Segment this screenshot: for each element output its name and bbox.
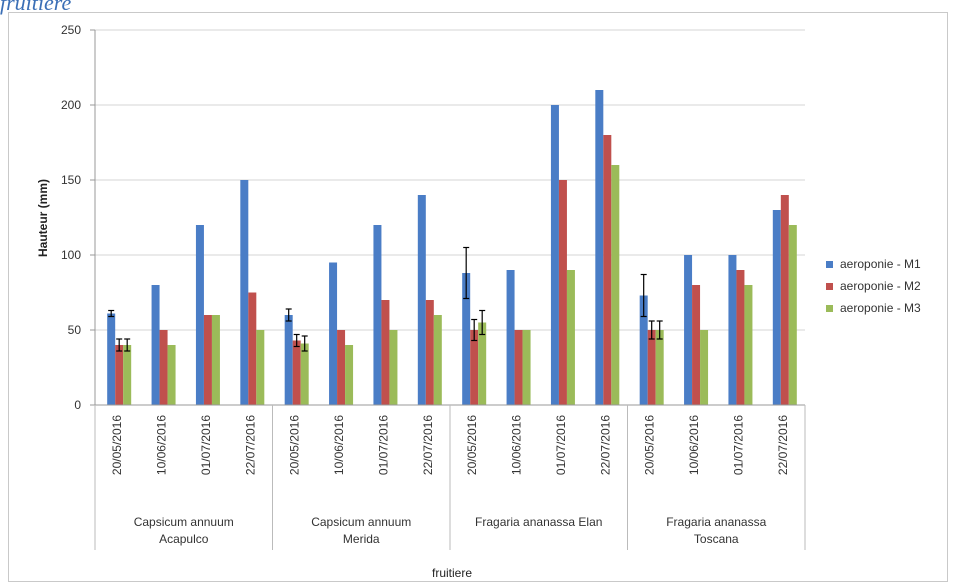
bar	[211, 315, 220, 405]
bar	[203, 315, 212, 405]
bar	[381, 300, 390, 405]
y-tick-label: 100	[61, 248, 81, 262]
bar	[284, 315, 293, 405]
bar	[506, 270, 515, 405]
x-tick-label: 22/07/2016	[421, 415, 435, 475]
bar	[123, 345, 132, 405]
bar	[417, 195, 426, 405]
bar	[514, 330, 523, 405]
bar	[151, 285, 160, 405]
group-label: Toscana	[694, 532, 739, 546]
x-tick-label: 20/05/2016	[110, 415, 124, 475]
bar	[433, 315, 442, 405]
y-tick-label: 250	[61, 23, 81, 37]
x-tick-label: 20/05/2016	[643, 415, 657, 475]
legend-entry: aeroponie - M2	[840, 279, 921, 293]
bar	[780, 195, 789, 405]
bar	[159, 330, 168, 405]
x-tick-label: 20/05/2016	[465, 415, 479, 475]
group-label: Capsicum annuum	[311, 515, 411, 529]
group-label: Acapulco	[159, 532, 209, 546]
bars	[107, 90, 797, 405]
x-axis-labels: 20/05/2016 10/06/2016 01/07/2016 22/07/2016…	[94, 405, 806, 550]
y-axis-ticks: 0 50 100 150 200 250	[61, 23, 95, 412]
bar	[655, 330, 664, 405]
legend-entry: aeroponie - M3	[840, 301, 921, 315]
bar	[736, 270, 745, 405]
x-tick-label: 22/07/2016	[243, 415, 257, 475]
bar	[595, 90, 604, 405]
bar	[647, 330, 656, 405]
x-tick-label: 10/06/2016	[510, 415, 524, 475]
bar	[728, 255, 737, 405]
top-caption: fruitiere	[0, 0, 72, 15]
bar	[611, 165, 620, 405]
bar	[692, 285, 701, 405]
bar	[292, 340, 301, 405]
y-tick-label: 0	[74, 398, 81, 412]
bar	[389, 330, 398, 405]
group-label: Fragaria ananassa Elan	[475, 515, 602, 529]
x-tick-label: 01/07/2016	[554, 415, 568, 475]
x-tick-label: 10/06/2016	[687, 415, 701, 475]
legend-swatch	[826, 283, 833, 290]
x-tick-label: 01/07/2016	[376, 415, 390, 475]
legend: aeroponie - M1 aeroponie - M2 aeroponie - …	[826, 257, 921, 315]
legend-swatch	[826, 305, 833, 312]
legend-swatch	[826, 261, 833, 268]
bar	[684, 255, 693, 405]
group-label: Fragaria ananassa	[666, 515, 766, 529]
y-tick-label: 150	[61, 173, 81, 187]
bar	[256, 330, 265, 405]
x-tick-label: 10/06/2016	[332, 415, 346, 475]
bar	[772, 210, 781, 405]
x-axis-title: fruitiere	[432, 566, 472, 580]
bar	[470, 330, 479, 405]
bar	[603, 135, 612, 405]
bar	[345, 345, 354, 405]
y-tick-label: 200	[61, 98, 81, 112]
bar	[744, 285, 753, 405]
x-tick-label: 22/07/2016	[776, 415, 790, 475]
bar	[107, 313, 116, 405]
bar	[167, 345, 176, 405]
bar	[329, 262, 338, 405]
bar	[300, 343, 309, 405]
error-bars	[108, 246, 663, 352]
group-label: Capsicum annuum	[134, 515, 234, 529]
bar	[566, 270, 575, 405]
bar	[115, 345, 124, 405]
x-tick-label: 22/07/2016	[598, 415, 612, 475]
bar	[550, 105, 559, 405]
bar	[373, 225, 382, 405]
bar	[788, 225, 797, 405]
bar	[337, 330, 346, 405]
bar	[639, 295, 648, 405]
legend-entry: aeroponie - M1	[840, 257, 921, 271]
x-tick-label: 01/07/2016	[199, 415, 213, 475]
group-label: Merida	[343, 532, 380, 546]
bar	[195, 225, 204, 405]
bar	[478, 322, 487, 405]
bar	[425, 300, 434, 405]
x-tick-label: 20/05/2016	[288, 415, 302, 475]
x-tick-label: 01/07/2016	[731, 415, 745, 475]
bar	[240, 180, 249, 405]
bar	[522, 330, 531, 405]
bar	[558, 180, 567, 405]
bar	[462, 273, 471, 405]
x-tick-label: 10/06/2016	[155, 415, 169, 475]
bar	[700, 330, 709, 405]
y-tick-label: 50	[68, 323, 82, 337]
y-axis-label: Hauteur (mm)	[36, 179, 50, 257]
bar	[248, 292, 257, 405]
